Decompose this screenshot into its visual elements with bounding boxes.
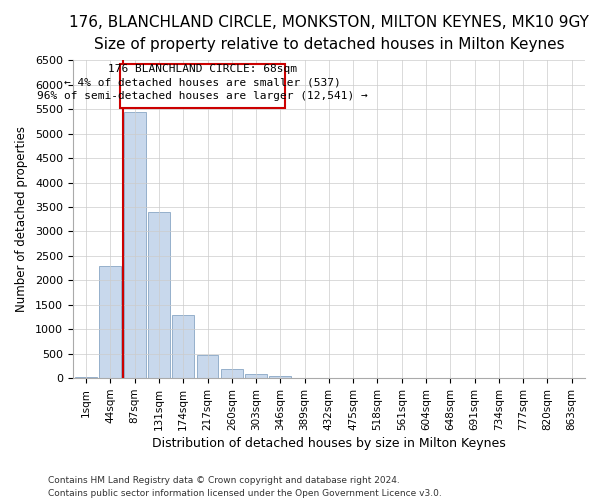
- Bar: [172, 314, 194, 378]
- Y-axis label: Number of detached properties: Number of detached properties: [15, 126, 28, 312]
- Text: Contains HM Land Registry data © Crown copyright and database right 2024.
Contai: Contains HM Land Registry data © Crown c…: [48, 476, 442, 498]
- Bar: [75, 376, 97, 378]
- X-axis label: Distribution of detached houses by size in Milton Keynes: Distribution of detached houses by size …: [152, 437, 506, 450]
- Bar: [245, 374, 267, 378]
- FancyBboxPatch shape: [120, 64, 285, 108]
- Text: 96% of semi-detached houses are larger (12,541) →: 96% of semi-detached houses are larger (…: [37, 90, 368, 101]
- Text: 176 BLANCHLAND CIRCLE: 68sqm: 176 BLANCHLAND CIRCLE: 68sqm: [108, 64, 297, 74]
- Bar: [100, 266, 121, 378]
- Title: 176, BLANCHLAND CIRCLE, MONKSTON, MILTON KEYNES, MK10 9GY
Size of property relat: 176, BLANCHLAND CIRCLE, MONKSTON, MILTON…: [69, 15, 589, 52]
- Bar: [124, 112, 146, 378]
- Bar: [197, 355, 218, 378]
- Bar: [269, 376, 291, 378]
- Text: ← 4% of detached houses are smaller (537): ← 4% of detached houses are smaller (537…: [64, 78, 341, 88]
- Bar: [221, 370, 243, 378]
- Bar: [148, 212, 170, 378]
